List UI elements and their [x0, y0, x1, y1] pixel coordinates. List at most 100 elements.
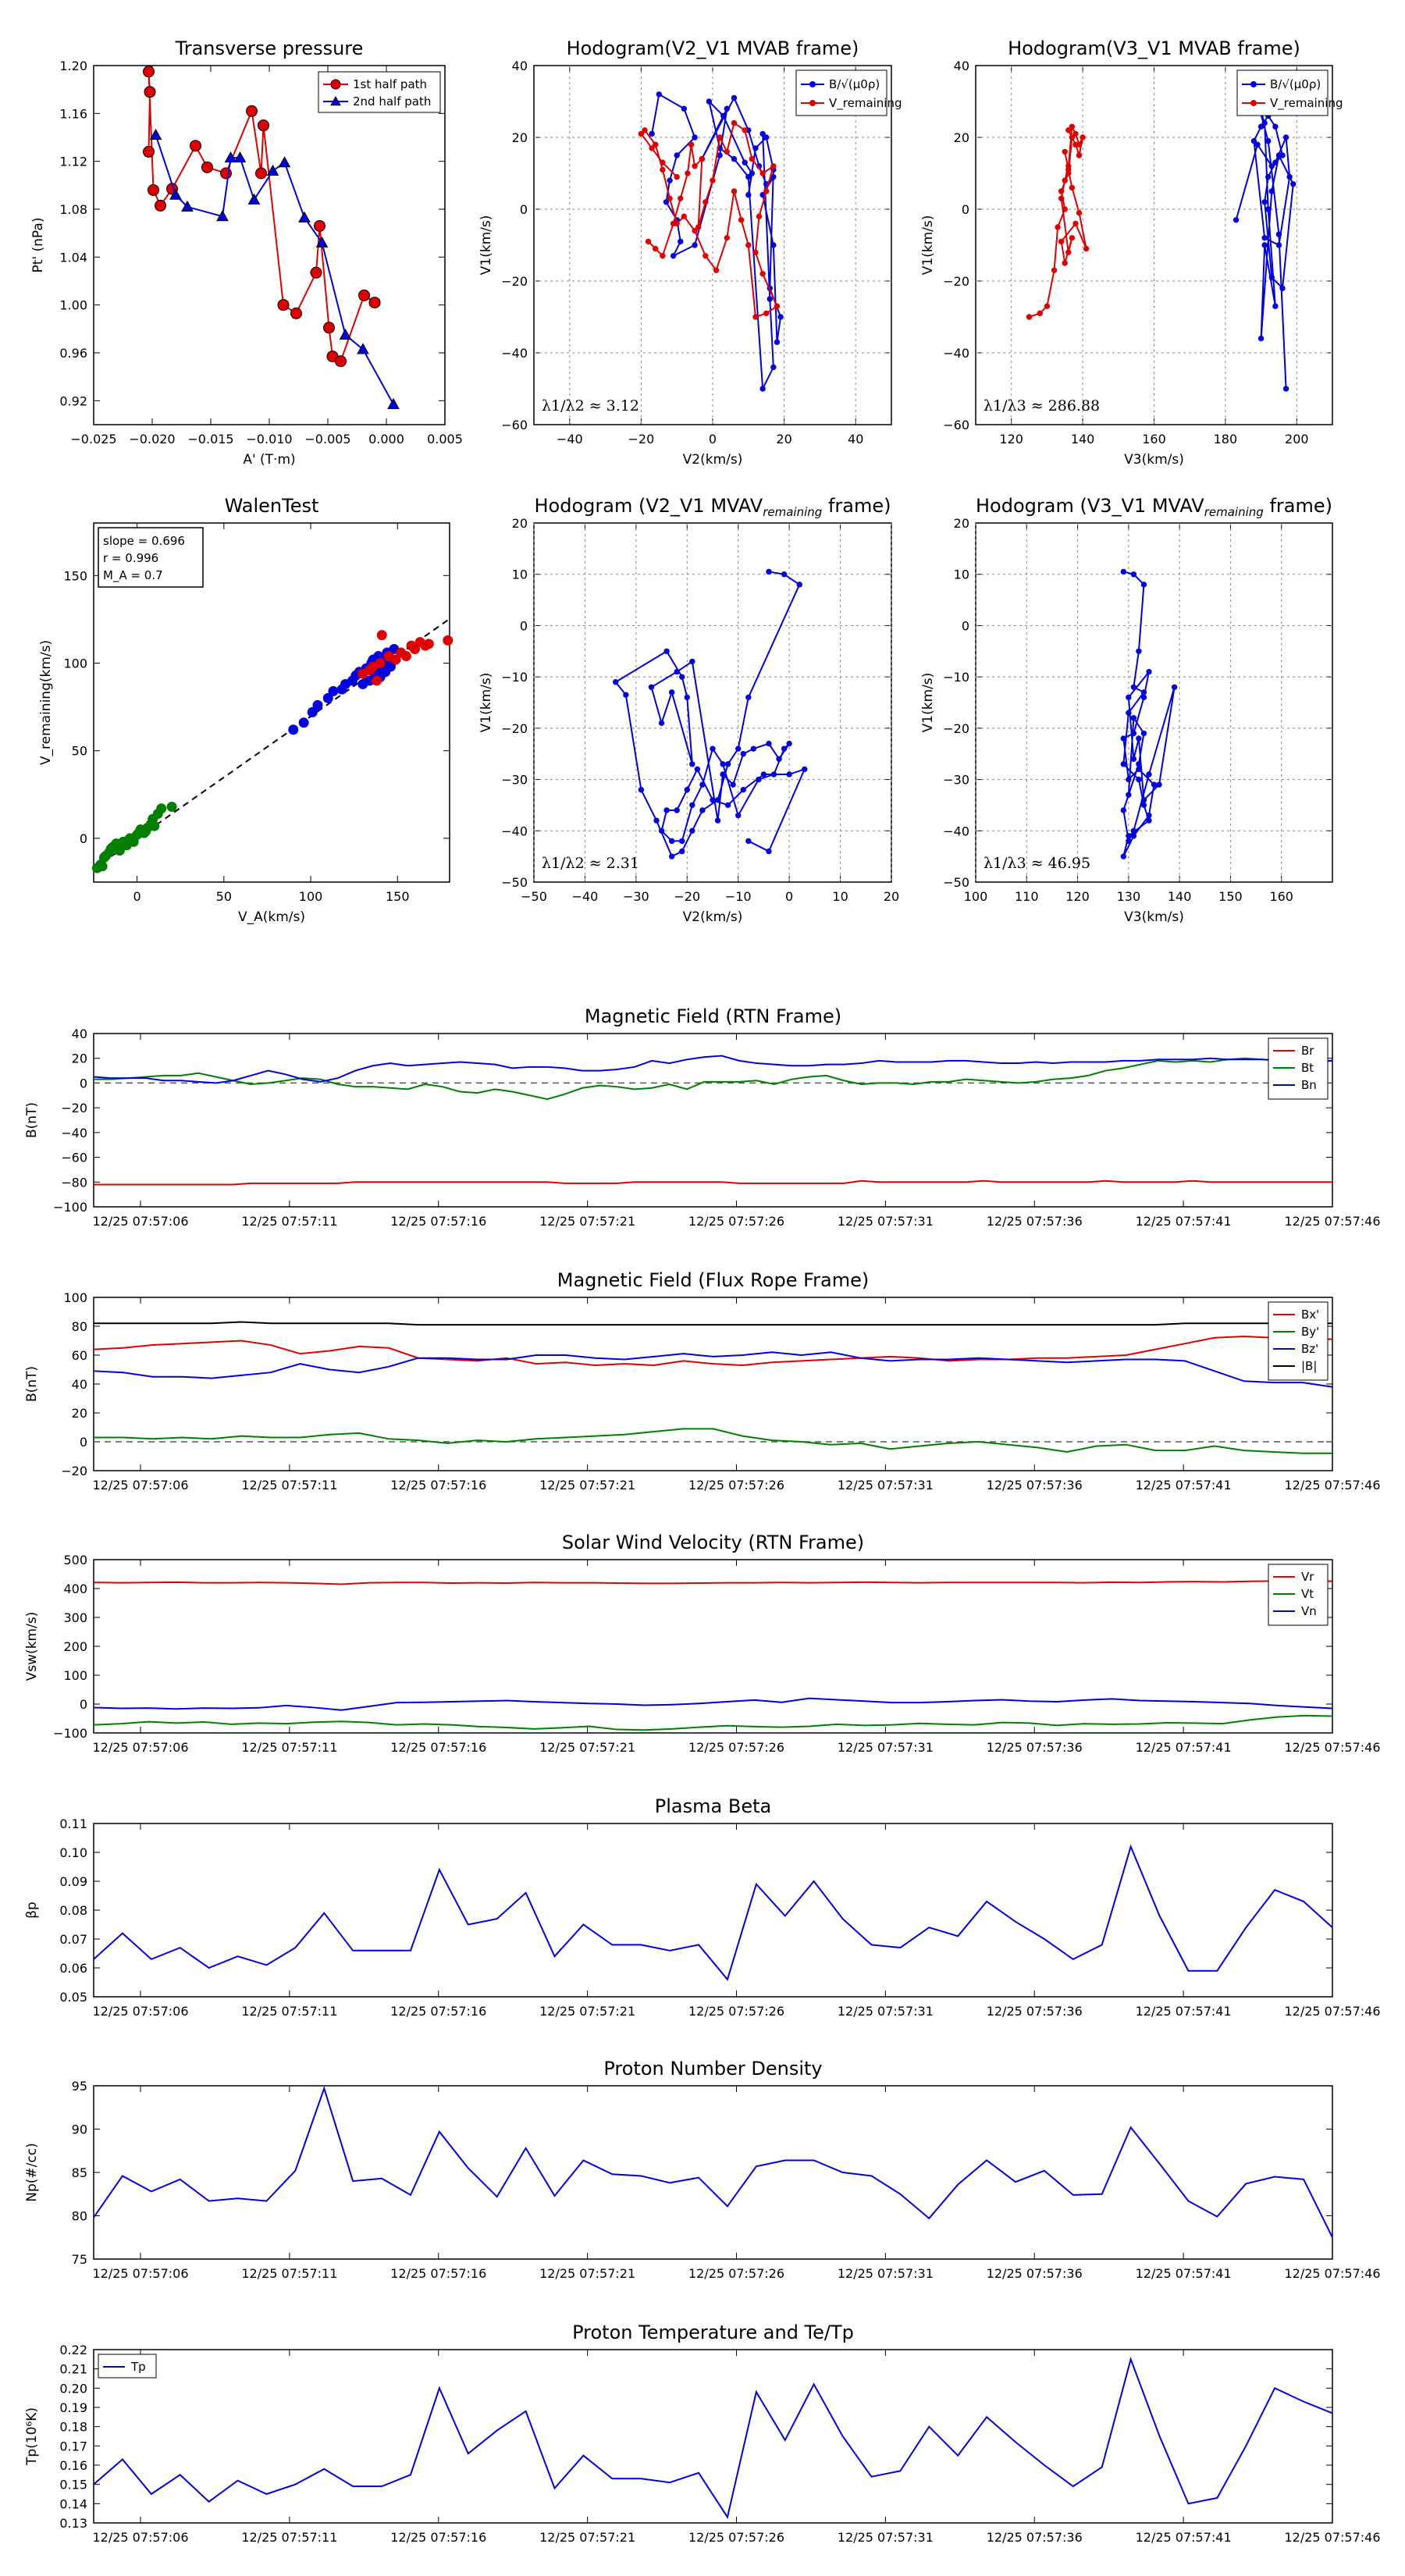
- data-point: [307, 706, 318, 717]
- y-tick-label: 0: [962, 618, 969, 633]
- x-tick-label: 12/25 07:57:26: [688, 2266, 784, 2281]
- legend-label: 1st half path: [353, 77, 427, 91]
- data-point: [731, 155, 738, 162]
- x-tick-label: 150: [386, 889, 410, 904]
- y-axis-label: Np(#/cc): [24, 2143, 40, 2201]
- data-point: [423, 639, 434, 649]
- data-point: [649, 130, 655, 137]
- x-tick-label: 140: [1168, 889, 1192, 904]
- y-tick-label: 150: [63, 568, 87, 583]
- data-point: [763, 310, 770, 317]
- data-point: [759, 271, 766, 277]
- data-point: [685, 170, 691, 176]
- data-point: [1136, 648, 1142, 654]
- data-point: [1140, 730, 1147, 737]
- chart-title: WalenTest: [225, 495, 319, 517]
- legend-label: Br: [1301, 1044, 1314, 1058]
- data-point: [770, 173, 777, 180]
- series-line: [155, 134, 394, 405]
- data-point: [699, 781, 706, 788]
- x-axis-label: V2(km/s): [683, 452, 743, 468]
- data-point: [368, 661, 379, 672]
- legend-label: By': [1301, 1325, 1319, 1339]
- x-tick-label: 160: [1269, 889, 1293, 904]
- y-tick-label: 20: [512, 130, 528, 145]
- data-point: [717, 134, 723, 141]
- data-point: [140, 826, 151, 837]
- legend-label: V_remaining: [1270, 96, 1343, 111]
- data-point: [1171, 684, 1178, 690]
- data-point: [692, 163, 698, 169]
- y-tick-label: 0: [962, 202, 969, 217]
- data-point: [638, 130, 645, 137]
- data-point: [97, 861, 108, 872]
- data-point: [1130, 715, 1137, 721]
- data-point: [1136, 735, 1142, 742]
- data-point: [1130, 571, 1137, 578]
- x-tick-label: 150: [1218, 889, 1243, 904]
- x-tick-label: 12/25 07:57:41: [1136, 2530, 1232, 2545]
- legend-marker: [1250, 100, 1257, 106]
- legend-marker: [330, 95, 341, 106]
- y-tick-label: 20: [72, 1051, 87, 1066]
- data-point: [1275, 231, 1282, 237]
- y-tick-label: 0.14: [59, 2496, 87, 2511]
- y-tick-label: 0.96: [59, 346, 87, 361]
- data-point: [1275, 242, 1282, 248]
- data-point: [1069, 123, 1076, 130]
- data-point: [684, 694, 690, 701]
- data-point: [767, 296, 773, 302]
- data-point: [1065, 249, 1072, 255]
- data-point-circle: [143, 66, 155, 78]
- series-line: [93, 2086, 1333, 2238]
- legend-label: Vt: [1301, 1587, 1314, 1601]
- x-tick-label: 12/25 07:57:11: [241, 2266, 337, 2281]
- y-tick-label: 1.08: [59, 202, 87, 217]
- y-tick-label: 400: [63, 1582, 87, 1596]
- y-tick-label: −100: [53, 1726, 87, 1741]
- data-point-triangle: [266, 164, 279, 176]
- data-point: [699, 155, 705, 162]
- y-tick-label: 95: [72, 2079, 87, 2094]
- data-point: [1130, 833, 1137, 839]
- legend-label: Bt: [1301, 1061, 1314, 1075]
- data-point: [786, 740, 792, 747]
- data-point: [745, 191, 752, 198]
- data-point: [674, 807, 680, 813]
- legend-marker: [1250, 81, 1257, 87]
- plot-frame: [533, 522, 892, 883]
- y-tick-label: −10: [943, 670, 969, 685]
- data-point: [692, 134, 698, 141]
- x-tick-label: 100: [299, 889, 323, 904]
- data-point: [1076, 209, 1083, 216]
- y-tick-label: 0.05: [59, 1990, 87, 2005]
- y-tick-label: 0.11: [59, 1816, 87, 1831]
- y-tick-label: 100: [63, 1668, 87, 1683]
- x-tick-label: 12/25 07:57:21: [539, 1214, 635, 1229]
- x-tick-label: 130: [1117, 889, 1141, 904]
- x-axis-label: V2(km/s): [683, 909, 743, 925]
- chart-title: Solar Wind Velocity (RTN Frame): [562, 1532, 864, 1553]
- data-point: [667, 177, 673, 183]
- y-tick-label: 10: [954, 568, 969, 582]
- y-tick-label: −40: [61, 1126, 87, 1140]
- data-point-circle: [335, 355, 347, 368]
- legend-box: [318, 71, 441, 113]
- x-tick-label: 200: [1285, 432, 1309, 447]
- series-line: [94, 1179, 1332, 1186]
- data-point-triangle: [357, 343, 369, 354]
- plot-frame: [93, 1033, 1333, 1208]
- ratio-annotation: λ1/λ3 ≈ 46.95: [984, 855, 1090, 872]
- data-point: [730, 781, 736, 788]
- x-tick-label: 140: [1071, 432, 1095, 447]
- x-tick-label: 12/25 07:57:16: [390, 2530, 486, 2545]
- x-tick-label: 12/25 07:57:36: [987, 1740, 1083, 1755]
- y-tick-label: −50: [943, 875, 969, 890]
- data-point: [1080, 134, 1086, 141]
- y-axis-label: V1(km/s): [920, 215, 936, 276]
- data-point: [1126, 710, 1132, 716]
- data-point-circle: [277, 299, 290, 311]
- y-tick-label: −10: [501, 670, 528, 685]
- y-axis-label: B(nT): [24, 1366, 40, 1402]
- data-point: [750, 745, 757, 752]
